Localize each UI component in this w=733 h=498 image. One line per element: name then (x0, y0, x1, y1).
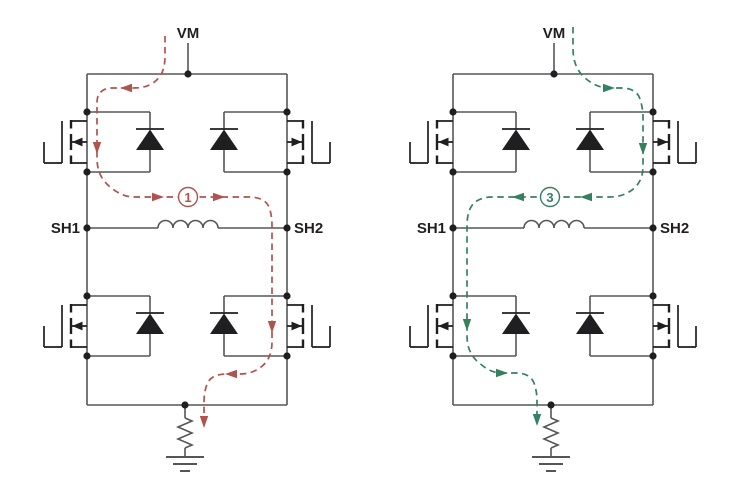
path-3-number: 3 (546, 190, 553, 205)
vm-label-left: VM (177, 25, 200, 42)
sh2-label-right: SH2 (660, 220, 689, 237)
left-bridge-wiring (44, 43, 330, 471)
path-3-number-badge (539, 186, 561, 208)
sh2-label-left: SH2 (294, 220, 323, 237)
current-path-1-line (96, 36, 273, 425)
current-path-1-arrows (92, 83, 277, 428)
right-bridge-circuit: VM SH1 SH2 (410, 25, 696, 471)
right-bridge-wiring (410, 43, 696, 471)
left-bridge-circuit: VM SH1 SH2 (44, 25, 330, 471)
path-1-number: 1 (184, 190, 191, 205)
current-path-3-arrows (462, 83, 648, 426)
current-path-1: 1 (92, 36, 277, 428)
path-1-number-badge (177, 186, 199, 208)
current-path-3: 3 (462, 27, 648, 426)
sh1-label-right: SH1 (417, 220, 446, 237)
vm-label-right: VM (543, 25, 566, 42)
sh1-label-left: SH1 (51, 220, 80, 237)
